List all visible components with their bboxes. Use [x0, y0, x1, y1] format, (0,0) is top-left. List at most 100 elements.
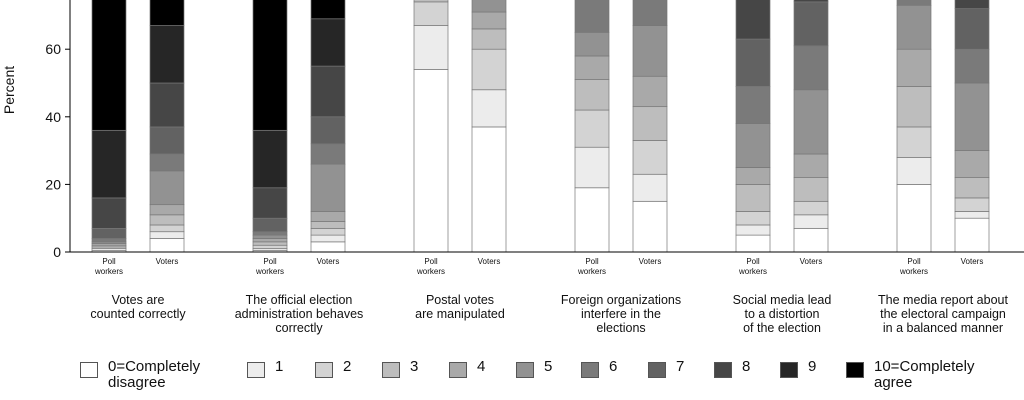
bar-segment: [149, 0, 185, 26]
bar-segment: [896, 4, 932, 50]
bar-segment: [954, 197, 990, 212]
bar-segment: [149, 153, 185, 172]
group-label: Foreign organizations interfere in the ele…: [561, 293, 681, 335]
legend-swatch: [315, 362, 333, 378]
legend-item: 8: [714, 359, 750, 378]
legend-swatch: [382, 362, 400, 378]
bar-label: Voters: [478, 257, 501, 266]
bar-segment: [91, 129, 127, 199]
bar-segment: [793, 214, 829, 229]
bar-segment: [252, 217, 288, 233]
group-label: The official election administration beha…: [235, 293, 364, 335]
bar-segment: [252, 0, 288, 131]
bar-segment: [149, 238, 185, 253]
bar-label: Poll workers: [255, 257, 284, 276]
bar-segment: [310, 163, 346, 212]
bar-segment: [149, 170, 185, 206]
bar-segment: [735, 167, 771, 185]
group-label: Postal votes are manipulated: [415, 293, 505, 321]
bar-segment: [793, 177, 829, 202]
bar-label: Poll workers: [416, 257, 445, 276]
bar-segment: [735, 234, 771, 253]
bar-segment: [91, 0, 127, 131]
bar-segment: [793, 153, 829, 178]
bar-segment: [413, 1, 449, 26]
bar-label: Poll workers: [577, 257, 606, 276]
bar-segment: [471, 0, 507, 13]
legend-label: 6: [609, 358, 618, 375]
bar-segment: [896, 86, 932, 128]
bar-segment: [793, 1, 829, 47]
bar-segment: [310, 0, 346, 20]
bar-segment: [149, 82, 185, 128]
bar-segment: [149, 25, 185, 84]
bar-segment: [954, 8, 990, 50]
bar-label: Voters: [317, 257, 340, 266]
bar-segment: [954, 177, 990, 199]
bar-segment: [574, 187, 610, 253]
bar-label: Voters: [800, 257, 823, 266]
legend-swatch: [247, 362, 265, 378]
bar-segment: [632, 106, 668, 141]
bar-segment: [954, 211, 990, 219]
bar-segment: [310, 241, 346, 253]
legend-label: 7: [676, 358, 685, 375]
y-tick-label: 0: [53, 244, 61, 260]
bar-segment: [149, 231, 185, 239]
group-label: Social media lead to a distortion of the e…: [733, 293, 832, 335]
bar-segment: [735, 38, 771, 87]
bar-segment: [471, 89, 507, 128]
legend-label: 9: [808, 358, 817, 375]
legend-swatch: [516, 362, 534, 378]
bar-segment: [413, 0, 449, 3]
bar-segment: [735, 0, 771, 40]
bar-segment: [310, 65, 346, 118]
bar-segment: [149, 224, 185, 233]
bar-segment: [632, 75, 668, 108]
legend-swatch: [714, 362, 732, 378]
bar-segment: [471, 126, 507, 253]
bar-segment: [310, 116, 346, 145]
bar-label: Voters: [961, 257, 984, 266]
bar-segment: [471, 28, 507, 50]
bar-segment: [735, 123, 771, 168]
bar-segment: [896, 184, 932, 253]
bar-segment: [471, 11, 507, 30]
legend: 0=Completely disagree 1 2 3 4 5 6 7 8 9 10=Complet…: [0, 355, 1024, 400]
bar-segment: [896, 157, 932, 185]
bar-segment: [574, 0, 610, 33]
legend-item: 10=Completely agree: [846, 359, 974, 391]
stacked-bar-chart: 0 20 40 60 Percent Poll workers Voters Votes are…: [1, 0, 1024, 335]
bar-segment: [574, 55, 610, 80]
bar-segment: [954, 82, 990, 151]
legend-label: 10=Completely agree: [874, 358, 975, 391]
bar-segment: [310, 18, 346, 67]
legend-label: 2: [343, 358, 352, 375]
bar-segment: [954, 48, 990, 84]
legend-item: 2: [315, 359, 351, 378]
legend-swatch: [780, 362, 798, 378]
bar-segment: [735, 86, 771, 124]
bar-segment: [413, 69, 449, 253]
bar-segment: [574, 109, 610, 148]
bar-segment: [793, 0, 829, 3]
bar-segment: [632, 200, 668, 253]
bar-segment: [310, 221, 346, 229]
legend-item: 4: [449, 359, 485, 378]
bar-segment: [149, 214, 185, 226]
bar-segment: [735, 211, 771, 226]
bar-label: Voters: [639, 257, 662, 266]
bar-label: Voters: [156, 257, 179, 266]
legend-item: 9: [780, 359, 816, 378]
bar-label: Poll workers: [738, 257, 767, 276]
bar-segment: [896, 48, 932, 87]
bar-segment: [252, 234, 288, 239]
group-label: Votes are counted correctly: [90, 293, 186, 321]
bar-segment: [896, 0, 932, 6]
legend-item: 7: [648, 359, 684, 378]
bar-segment: [91, 227, 127, 239]
bar-segment: [149, 126, 185, 155]
bar-segment: [91, 197, 127, 229]
bar-segment: [252, 129, 288, 189]
bar-segment: [793, 227, 829, 253]
